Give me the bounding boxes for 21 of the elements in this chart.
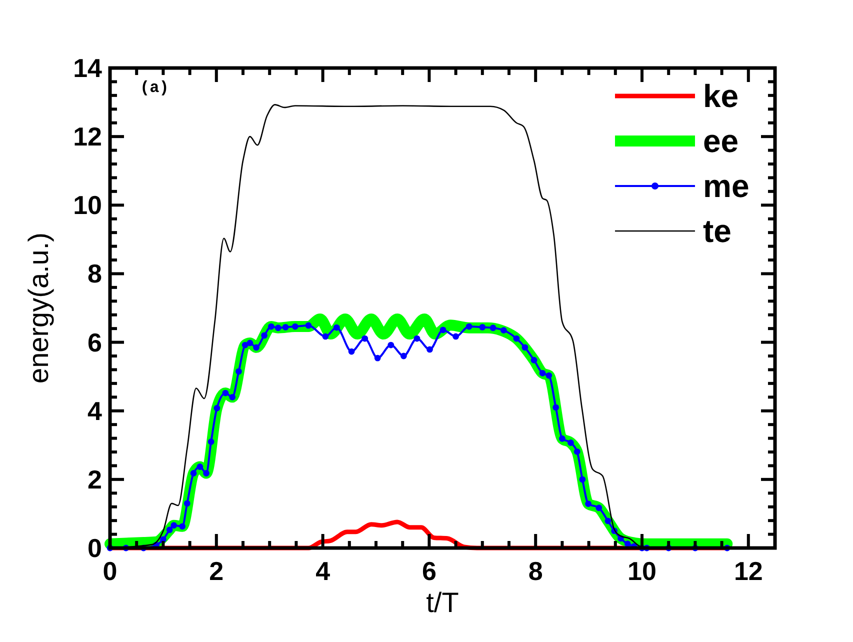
annotation: (a): [140, 79, 169, 97]
y-tick-label: 10: [73, 190, 102, 220]
x-tick-label: 6: [422, 556, 436, 586]
legend-label: ee: [703, 123, 739, 159]
y-tick-label: 12: [73, 122, 102, 152]
x-tick-label: 10: [628, 556, 656, 586]
y-tick-label: 14: [73, 53, 103, 83]
x-tick-label: 2: [209, 556, 224, 586]
x-axis-title: t/T: [426, 587, 459, 618]
y-tick-label: 2: [88, 464, 102, 494]
x-tick-label: 12: [734, 556, 763, 586]
legend-label: te: [703, 213, 732, 249]
y-tick-label: 0: [88, 533, 102, 563]
x-tick-label: 4: [316, 556, 331, 586]
y-tick-label: 6: [88, 327, 102, 358]
y-tick-label: 8: [88, 258, 102, 289]
legend-label: ke: [703, 78, 739, 114]
legend-label: me: [703, 168, 750, 204]
y-axis-title: energy(a.u.): [23, 232, 54, 384]
y-tick-label: 4: [88, 396, 103, 426]
x-tick-label: 8: [528, 556, 543, 586]
